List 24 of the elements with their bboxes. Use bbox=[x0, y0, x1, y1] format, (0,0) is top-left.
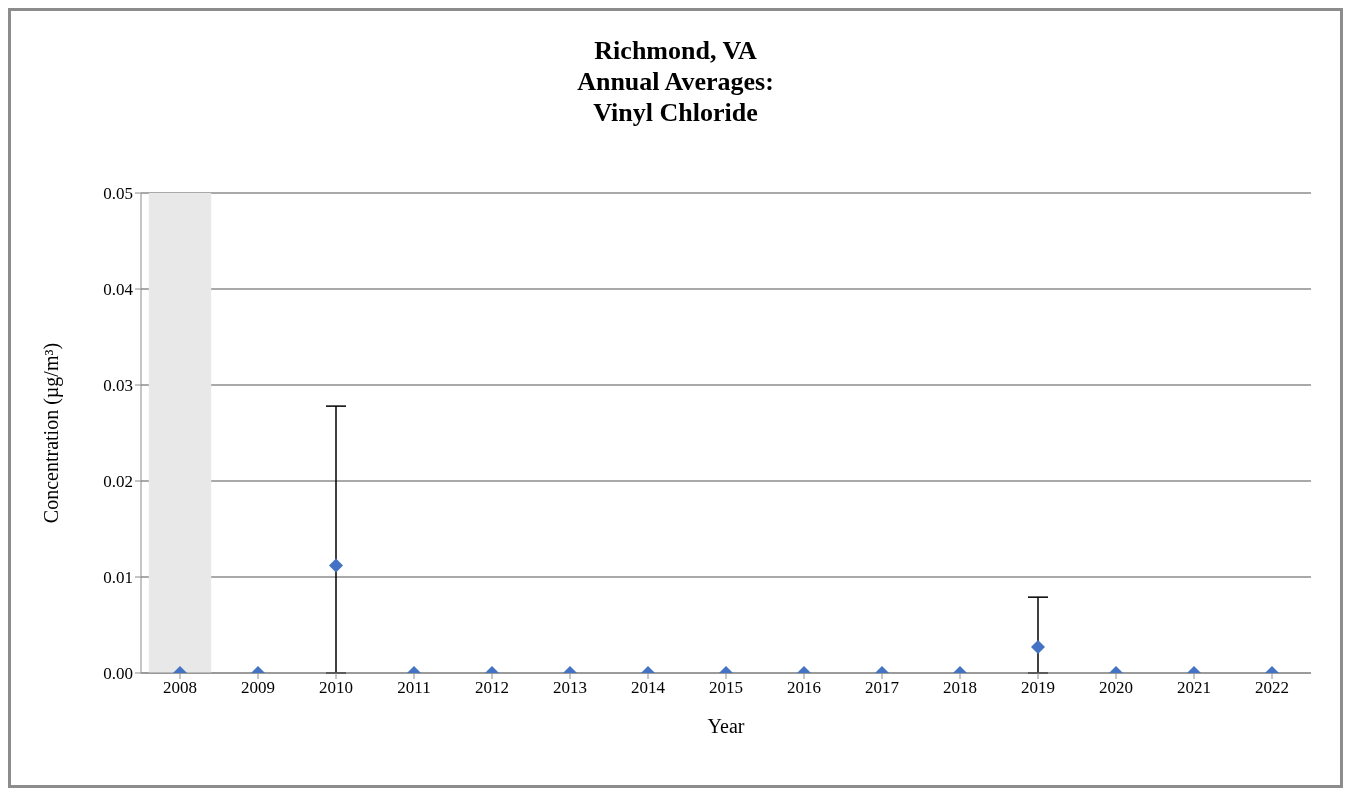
x-tick-label: 2013 bbox=[553, 678, 587, 698]
x-tick-label: 2016 bbox=[787, 678, 821, 698]
y-tick-label: 0.03 bbox=[103, 376, 133, 396]
y-tick-label: 0.04 bbox=[103, 280, 134, 300]
x-tick-label: 2010 bbox=[319, 678, 353, 698]
y-tick-label: 0.01 bbox=[103, 568, 133, 588]
x-tick-label: 2022 bbox=[1255, 678, 1289, 698]
x-axis-title: Year bbox=[707, 715, 745, 737]
y-axis-title: Concentration (µg/m³) bbox=[40, 342, 64, 524]
x-tick-label: 2021 bbox=[1177, 678, 1211, 698]
y-tick-label: 0.02 bbox=[103, 472, 133, 492]
x-tick-label: 2011 bbox=[397, 678, 431, 698]
x-tick-label: 2012 bbox=[475, 678, 509, 698]
x-tick-label: 2017 bbox=[865, 678, 900, 698]
x-tick-label: 2019 bbox=[1021, 678, 1055, 698]
x-tick-label: 2008 bbox=[163, 678, 197, 698]
chart-title: Richmond, VA Annual Averages: Vinyl Chloride bbox=[576, 35, 775, 128]
y-tick-label: 0.00 bbox=[103, 664, 133, 684]
x-tick-label: 2018 bbox=[943, 678, 977, 698]
y-tick-label: 0.05 bbox=[103, 184, 133, 204]
x-tick-label: 2020 bbox=[1099, 678, 1133, 698]
x-tick-label: 2009 bbox=[241, 678, 275, 698]
x-tick-label: 2015 bbox=[709, 678, 743, 698]
x-tick-label: 2014 bbox=[631, 678, 666, 698]
